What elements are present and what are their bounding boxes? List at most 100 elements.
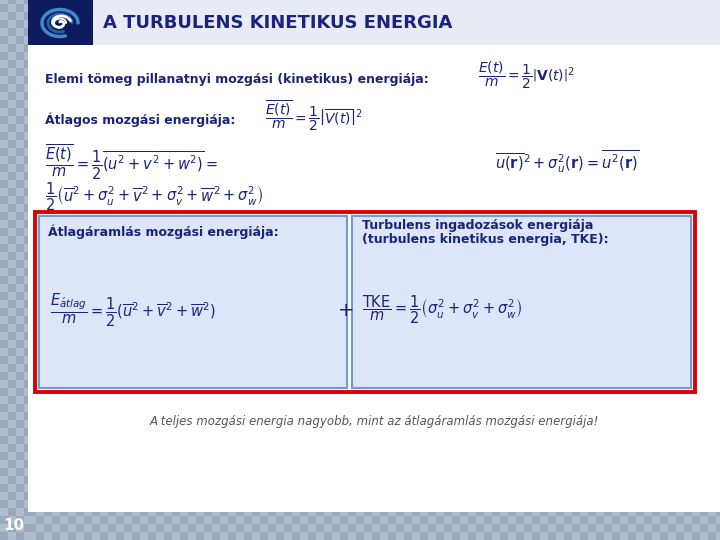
FancyBboxPatch shape <box>516 516 524 524</box>
FancyBboxPatch shape <box>436 508 444 516</box>
FancyBboxPatch shape <box>0 212 8 220</box>
FancyBboxPatch shape <box>140 508 148 516</box>
FancyBboxPatch shape <box>580 532 588 540</box>
FancyBboxPatch shape <box>532 524 540 532</box>
FancyBboxPatch shape <box>212 524 220 532</box>
FancyBboxPatch shape <box>24 148 32 156</box>
FancyBboxPatch shape <box>652 508 660 516</box>
FancyBboxPatch shape <box>24 228 32 236</box>
FancyBboxPatch shape <box>16 460 24 468</box>
FancyBboxPatch shape <box>668 508 676 516</box>
FancyBboxPatch shape <box>24 180 32 188</box>
FancyBboxPatch shape <box>8 84 16 92</box>
FancyBboxPatch shape <box>16 492 24 500</box>
FancyBboxPatch shape <box>436 524 444 532</box>
FancyBboxPatch shape <box>300 508 308 516</box>
FancyBboxPatch shape <box>604 508 612 516</box>
FancyBboxPatch shape <box>8 124 16 132</box>
FancyBboxPatch shape <box>60 532 68 540</box>
FancyBboxPatch shape <box>484 508 492 516</box>
FancyBboxPatch shape <box>268 532 276 540</box>
FancyBboxPatch shape <box>39 216 347 388</box>
FancyBboxPatch shape <box>148 532 156 540</box>
FancyBboxPatch shape <box>100 508 108 516</box>
FancyBboxPatch shape <box>28 508 36 516</box>
FancyBboxPatch shape <box>196 532 204 540</box>
FancyBboxPatch shape <box>16 52 24 60</box>
FancyBboxPatch shape <box>212 516 220 524</box>
FancyBboxPatch shape <box>156 532 164 540</box>
FancyBboxPatch shape <box>340 508 348 516</box>
FancyBboxPatch shape <box>388 516 396 524</box>
FancyBboxPatch shape <box>524 532 532 540</box>
FancyBboxPatch shape <box>228 516 236 524</box>
FancyBboxPatch shape <box>620 516 628 524</box>
FancyBboxPatch shape <box>16 436 24 444</box>
FancyBboxPatch shape <box>0 244 8 252</box>
FancyBboxPatch shape <box>676 524 684 532</box>
FancyBboxPatch shape <box>212 532 220 540</box>
FancyBboxPatch shape <box>8 156 16 164</box>
FancyBboxPatch shape <box>284 524 292 532</box>
FancyBboxPatch shape <box>16 204 24 212</box>
FancyBboxPatch shape <box>476 524 484 532</box>
FancyBboxPatch shape <box>0 60 8 68</box>
FancyBboxPatch shape <box>228 508 236 516</box>
FancyBboxPatch shape <box>276 532 284 540</box>
FancyBboxPatch shape <box>44 532 52 540</box>
FancyBboxPatch shape <box>372 508 380 516</box>
FancyBboxPatch shape <box>580 508 588 516</box>
FancyBboxPatch shape <box>428 532 436 540</box>
FancyBboxPatch shape <box>660 524 668 532</box>
FancyBboxPatch shape <box>24 116 32 124</box>
FancyBboxPatch shape <box>468 508 476 516</box>
FancyBboxPatch shape <box>348 516 356 524</box>
FancyBboxPatch shape <box>596 516 604 524</box>
FancyBboxPatch shape <box>228 532 236 540</box>
FancyBboxPatch shape <box>28 0 720 512</box>
FancyBboxPatch shape <box>0 124 8 132</box>
FancyBboxPatch shape <box>124 508 132 516</box>
FancyBboxPatch shape <box>708 516 716 524</box>
FancyBboxPatch shape <box>0 284 8 292</box>
FancyBboxPatch shape <box>24 516 32 524</box>
FancyBboxPatch shape <box>44 524 52 532</box>
FancyBboxPatch shape <box>540 508 548 516</box>
FancyBboxPatch shape <box>500 516 508 524</box>
FancyBboxPatch shape <box>0 100 8 108</box>
FancyBboxPatch shape <box>24 12 32 20</box>
FancyBboxPatch shape <box>644 532 652 540</box>
FancyBboxPatch shape <box>396 524 404 532</box>
FancyBboxPatch shape <box>0 468 8 476</box>
FancyBboxPatch shape <box>8 420 16 428</box>
FancyBboxPatch shape <box>24 100 32 108</box>
FancyBboxPatch shape <box>8 492 16 500</box>
FancyBboxPatch shape <box>260 516 268 524</box>
FancyBboxPatch shape <box>332 508 340 516</box>
FancyBboxPatch shape <box>8 532 16 540</box>
FancyBboxPatch shape <box>16 244 24 252</box>
FancyBboxPatch shape <box>700 516 708 524</box>
FancyBboxPatch shape <box>516 532 524 540</box>
FancyBboxPatch shape <box>16 468 24 476</box>
FancyBboxPatch shape <box>196 508 204 516</box>
FancyBboxPatch shape <box>24 212 32 220</box>
FancyBboxPatch shape <box>276 508 284 516</box>
FancyBboxPatch shape <box>16 212 24 220</box>
FancyBboxPatch shape <box>476 508 484 516</box>
FancyBboxPatch shape <box>100 524 108 532</box>
FancyBboxPatch shape <box>24 436 32 444</box>
FancyBboxPatch shape <box>28 0 93 45</box>
FancyBboxPatch shape <box>668 516 676 524</box>
FancyBboxPatch shape <box>16 268 24 276</box>
FancyBboxPatch shape <box>24 388 32 396</box>
FancyBboxPatch shape <box>8 108 16 116</box>
FancyBboxPatch shape <box>24 260 32 268</box>
FancyBboxPatch shape <box>8 68 16 76</box>
FancyBboxPatch shape <box>564 524 572 532</box>
FancyBboxPatch shape <box>8 412 16 420</box>
FancyBboxPatch shape <box>8 428 16 436</box>
FancyBboxPatch shape <box>428 516 436 524</box>
FancyBboxPatch shape <box>340 516 348 524</box>
FancyBboxPatch shape <box>116 516 124 524</box>
